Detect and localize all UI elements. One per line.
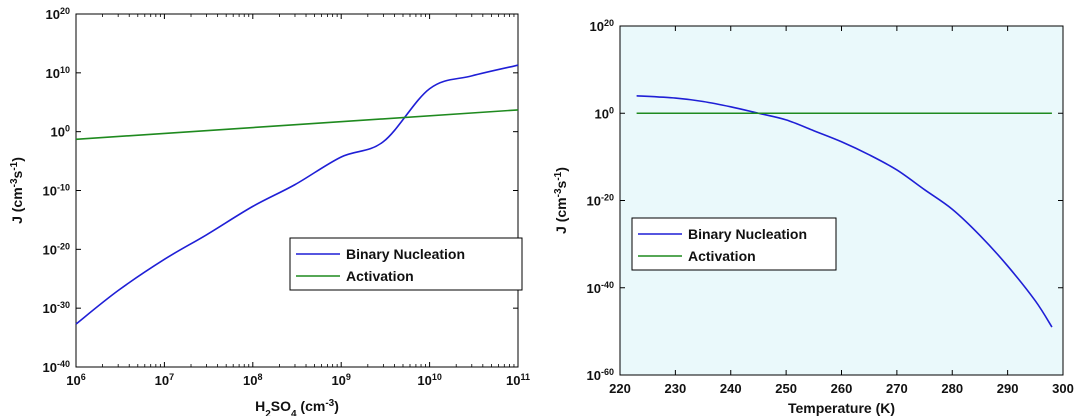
x-tick-label: 300	[1052, 381, 1074, 396]
x-tick-label: 250	[775, 381, 797, 396]
legend-box	[289, 237, 523, 291]
y-tick-label: 10-40	[587, 280, 614, 296]
x-tick-label: 1011	[506, 372, 530, 388]
legend-label-binary-nucleation: Binary Nucleation	[346, 246, 465, 262]
y-tick-label: 10-30	[43, 300, 70, 316]
x-tick-label: 220	[609, 381, 631, 396]
y-tick-label: 10-60	[587, 367, 614, 383]
y-axis-label: J (cm-3s-1)	[9, 157, 26, 224]
plot-area	[75, 13, 519, 368]
y-tick-label: 10-10	[43, 183, 70, 199]
x-tick-label: 290	[997, 381, 1019, 396]
legend-box	[631, 217, 837, 271]
legend: Binary Nucleation Activation	[289, 237, 523, 291]
y-tick-label: 10-20	[43, 241, 70, 257]
chart-1: 106 107 108 109 1010 1011 10-40 10-30 10-20 10-10…	[9, 6, 530, 416]
x-axis-label: Temperature (K)	[788, 400, 895, 416]
y-tick-label: 1010	[46, 65, 70, 81]
legend-label-binary-nucleation: Binary Nucleation	[688, 226, 807, 242]
legend-label-activation: Activation	[346, 268, 414, 284]
plot-area	[619, 25, 1064, 376]
x-tick-label: 109	[331, 372, 350, 388]
y-tick-label: 100	[51, 124, 70, 140]
x-tick-label: 108	[243, 372, 262, 388]
x-tick-label: 106	[66, 372, 85, 388]
y-tick-label: 1020	[46, 6, 70, 22]
chart-2: 220 230 240 250 260 270 280 290 300 10-60 10-40 10-…	[553, 18, 1074, 416]
legend: Binary Nucleation Activation	[631, 217, 837, 271]
series-line-binary-nucleation	[75, 64, 519, 325]
series-line-activation	[75, 109, 519, 141]
legend-label-activation: Activation	[688, 248, 756, 264]
x-tick-label: 230	[665, 381, 687, 396]
y-tick-label: 10-20	[587, 193, 614, 209]
y-axis-label: J (cm-3s-1)	[553, 167, 570, 234]
x-axis-label: H2SO4 (cm-3)	[255, 398, 339, 416]
x-tick-label: 240	[720, 381, 742, 396]
y-tick-label: 10-40	[43, 359, 70, 375]
x-tick-label: 270	[886, 381, 908, 396]
y-tick-label: 1020	[590, 18, 614, 34]
x-tick-label: 280	[941, 381, 963, 396]
y-tick-label: 100	[595, 105, 614, 121]
x-tick-label: 1010	[417, 372, 441, 388]
series-line-binary-nucleation	[636, 95, 1053, 328]
x-tick-label: 107	[155, 372, 174, 388]
x-tick-label: 260	[831, 381, 853, 396]
